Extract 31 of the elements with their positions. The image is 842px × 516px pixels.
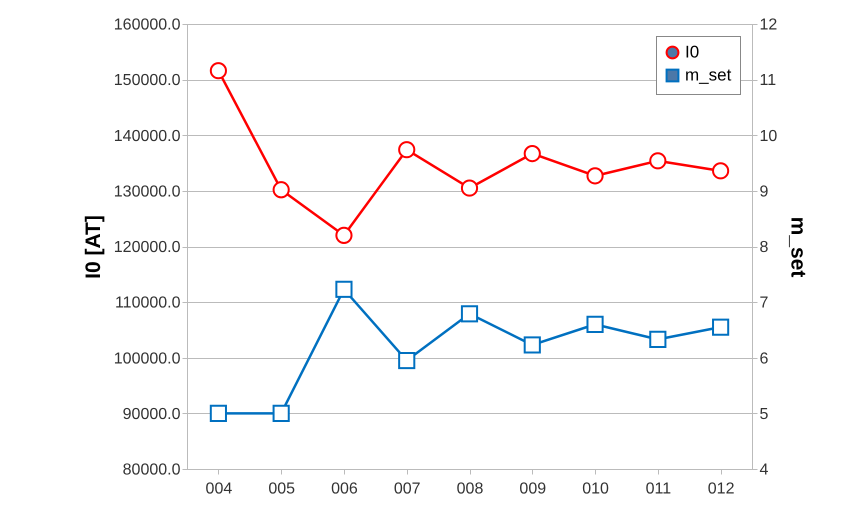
y2-tick-label: 4 bbox=[760, 462, 768, 478]
x-tick-label: 005 bbox=[268, 480, 296, 498]
legend-label: m_set bbox=[685, 66, 732, 84]
y2-tick-label: 11 bbox=[760, 72, 776, 90]
y-tick-label: 90000.0 bbox=[122, 406, 181, 423]
y2-tick-label: 5 bbox=[760, 406, 768, 423]
y-tick-label: 160000.0 bbox=[114, 16, 181, 34]
x-tick-label: 004 bbox=[206, 480, 232, 498]
y-axis-title: I0 [AT] bbox=[82, 215, 105, 279]
x-tick-label: 008 bbox=[456, 480, 484, 498]
y-tick-label: 100000.0 bbox=[114, 350, 181, 368]
y-tick-label: 130000.0 bbox=[114, 183, 181, 200]
y2-tick-label: 7 bbox=[760, 294, 768, 312]
y-tick-label: 150000.0 bbox=[114, 72, 181, 90]
y-tick-label: 120000.0 bbox=[114, 239, 181, 256]
y2-tick-label: 12 bbox=[760, 16, 778, 34]
y2-tick-label: 6 bbox=[760, 350, 768, 368]
x-tick-label: 010 bbox=[582, 480, 609, 498]
y-tick-label: 110000.0 bbox=[114, 294, 181, 312]
x-tick-label: 009 bbox=[519, 480, 546, 498]
x-tick-label: 006 bbox=[331, 480, 358, 498]
y2-tick-label: 8 bbox=[760, 239, 768, 256]
x-tick-label: 011 bbox=[646, 480, 672, 498]
x-tick-label: 012 bbox=[708, 480, 735, 498]
y-tick-label: 140000.0 bbox=[114, 128, 181, 145]
y2-axis-title: m_set bbox=[786, 216, 810, 278]
y2-tick-label: 10 bbox=[760, 128, 778, 145]
y2-tick-label: 9 bbox=[760, 183, 768, 200]
legend-label: I0 bbox=[685, 42, 700, 62]
x-tick-label: 007 bbox=[394, 480, 421, 498]
y-tick-label: 80000.0 bbox=[122, 462, 181, 478]
